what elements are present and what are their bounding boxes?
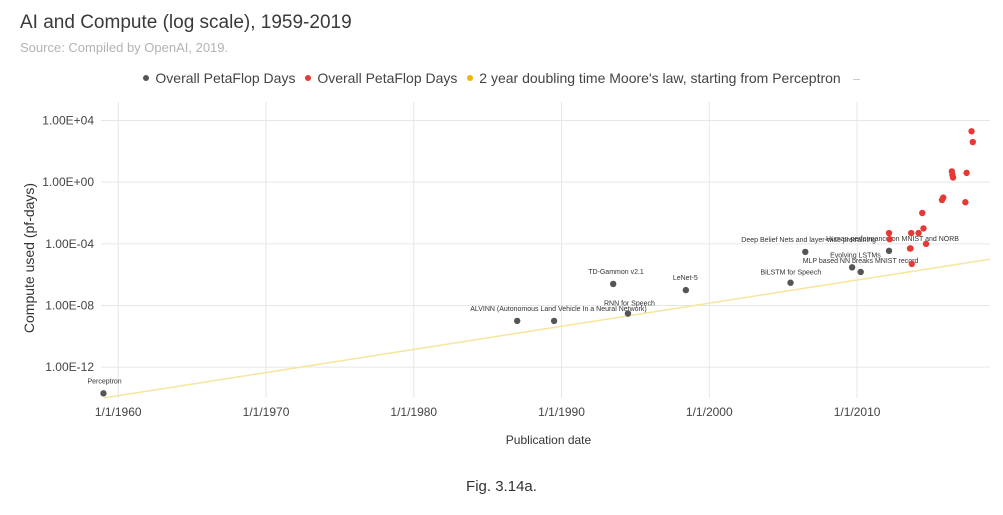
legend-dot-dark-icon	[143, 75, 150, 82]
data-point-red	[949, 171, 956, 179]
data-point-red	[885, 229, 893, 237]
data-point-dark	[610, 280, 617, 288]
data-point-dark	[885, 247, 893, 255]
y-axis-label: Compute used (pf-days)	[21, 183, 37, 333]
data-point-dark	[848, 264, 856, 271]
data-point-red	[962, 199, 969, 206]
data-point-red	[915, 229, 922, 237]
data-point-red	[968, 128, 975, 135]
data-point-red	[908, 229, 915, 237]
data-point-annotation: RNN for Speech	[604, 301, 655, 308]
scatter-plot: 1.00E+04 1.00E+00 1.00E-04 1.00E-08 1.00E-12…	[21, 102, 991, 447]
y-tick-label: 1.00E-08	[45, 299, 94, 313]
data-point-annotation: ALVINN (Autonomous Land Vehicle In a Neu…	[470, 306, 647, 313]
legend-item-red: Overall PetaFlop Days	[305, 70, 457, 86]
data-point-dark	[550, 317, 558, 325]
data-point-annotation: Deep Belief Nets and layer-wise pretrain…	[741, 237, 876, 244]
data-point-annotation: TD-Gammon v2.1	[588, 269, 644, 276]
legend-label-dark: Overall PetaFlop Days	[155, 70, 296, 86]
moore-law-line	[103, 258, 991, 399]
data-point-annotation: BiLSTM for Speech	[761, 270, 822, 277]
legend-label-moore: 2 year doubling time Moore's law, starti…	[479, 70, 841, 86]
data-point-red	[919, 209, 926, 217]
figure-caption: Fig. 3.14a.	[466, 478, 537, 495]
data-point-dark	[682, 286, 690, 294]
data-point-red	[920, 225, 927, 232]
x-tick-label: 1/1/1970	[243, 405, 290, 419]
legend-dash-icon	[852, 78, 860, 80]
data-point-red	[922, 240, 930, 248]
data-point-annotation: MLP based NN breaks MNIST record	[803, 258, 919, 265]
chart-subtitle: Source: Compiled by OpenAI, 2019.	[20, 40, 229, 55]
data-point-red	[907, 245, 914, 252]
chart-legend: Overall PetaFlop Days Overall PetaFlop D…	[0, 70, 1003, 86]
data-point-annotation: Perceptron	[87, 378, 121, 385]
legend-item-dark: Overall PetaFlop Days	[143, 70, 295, 86]
data-point-dark	[787, 279, 794, 286]
data-point-annotation: LeNet-5	[673, 275, 698, 282]
legend-label-red: Overall PetaFlop Days	[317, 70, 458, 86]
data-point-dark	[100, 390, 107, 397]
data-point-red	[963, 169, 970, 177]
chart-title: AI and Compute (log scale), 1959-2019	[20, 12, 352, 33]
y-tick-label: 1.00E-12	[45, 360, 94, 374]
data-point-dark	[802, 248, 809, 256]
data-point-red	[969, 138, 977, 146]
x-axis-label: Publication date	[506, 433, 592, 447]
x-tick-label: 1/1/1960	[95, 405, 142, 419]
data-point-dark	[514, 317, 521, 325]
y-tick-label: 1.00E+04	[42, 114, 94, 128]
x-tick-label: 1/1/2010	[834, 405, 881, 419]
x-tick-label: 1/1/1980	[390, 405, 437, 419]
y-tick-label: 1.00E-04	[45, 237, 94, 251]
legend-dot-yellow-icon	[467, 75, 474, 82]
data-point-red	[940, 194, 947, 201]
legend-dot-red-icon	[305, 75, 312, 82]
y-tick-label: 1.00E+00	[42, 175, 94, 189]
data-point-red	[908, 260, 916, 268]
legend-item-moore: 2 year doubling time Moore's law, starti…	[467, 70, 860, 86]
data-point-annotation: Evolving LSTMs	[830, 252, 881, 259]
x-tick-label: 1/1/1990	[538, 405, 585, 419]
x-tick-label: 1/1/2000	[686, 405, 733, 419]
data-point-dark	[857, 268, 864, 276]
data-point-dark	[624, 310, 632, 317]
data-point-red	[886, 235, 893, 243]
